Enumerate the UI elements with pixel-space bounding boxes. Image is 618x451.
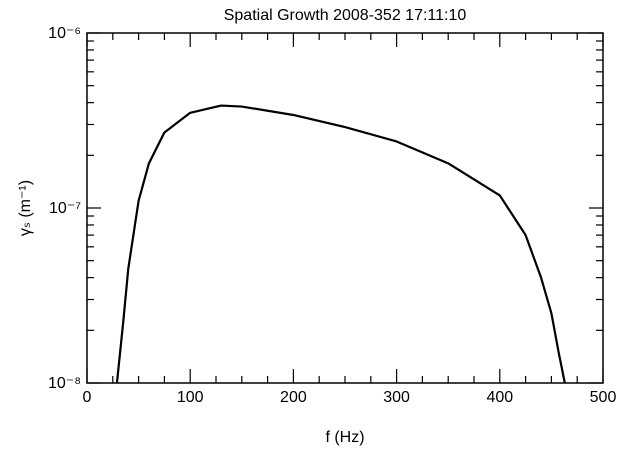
x-tick-label: 200 <box>280 389 307 406</box>
x-tick-label: 400 <box>486 389 513 406</box>
y-tick-label: 10⁻⁸ <box>48 375 81 392</box>
chart-title: Spatial Growth 2008-352 17:11:10 <box>224 7 467 24</box>
plot-frame <box>86 32 604 384</box>
y-tick-label: 10⁻⁷ <box>49 200 81 217</box>
x-tick-label: 500 <box>590 389 617 406</box>
data-line <box>115 104 566 384</box>
x-tick-label: 300 <box>383 389 410 406</box>
y-axis-label: γₛ (m⁻¹) <box>17 180 34 236</box>
x-tick-label: 100 <box>177 389 204 406</box>
x-axis-label: f (Hz) <box>325 429 364 446</box>
y-tick-label: 10⁻⁶ <box>48 25 81 42</box>
x-tick-label: 0 <box>83 389 92 406</box>
